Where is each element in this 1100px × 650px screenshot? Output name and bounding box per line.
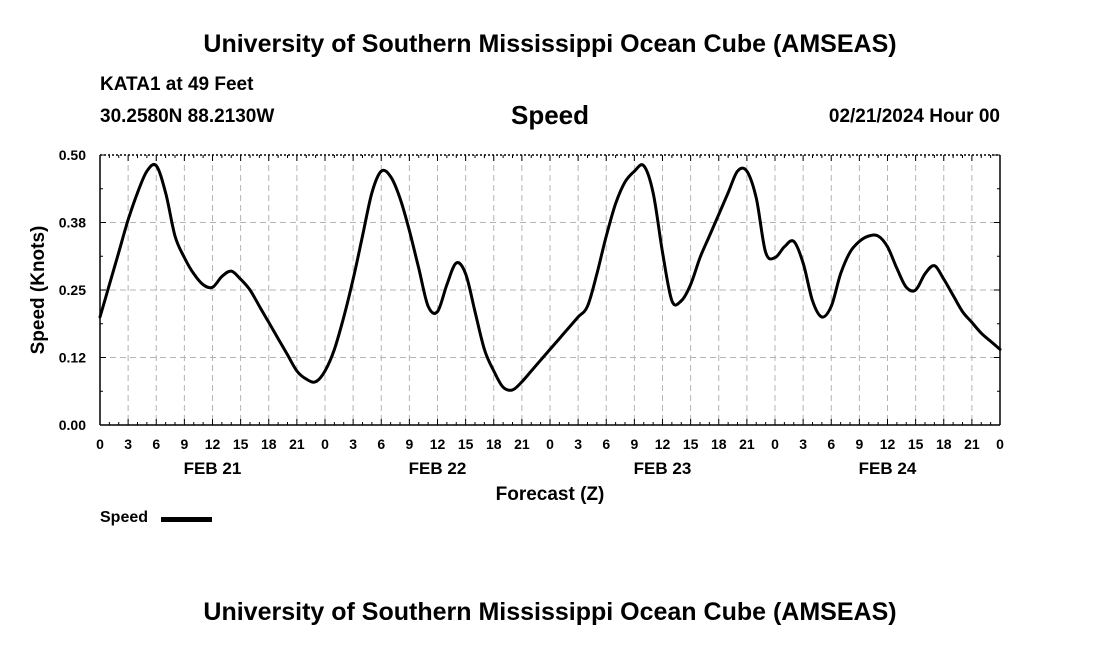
footer-title: University of Southern Mississippi Ocean… bbox=[203, 598, 897, 626]
x-tick-label: 0 bbox=[321, 436, 329, 452]
x-tick-label: 6 bbox=[377, 436, 385, 452]
x-tick-label: 3 bbox=[349, 436, 357, 452]
x-axis-title: Forecast (Z) bbox=[496, 484, 605, 505]
y-tick-label: 0.00 bbox=[59, 417, 86, 433]
x-tick-label: 9 bbox=[405, 436, 413, 452]
x-tick-label: 12 bbox=[430, 436, 446, 452]
x-tick-label: 6 bbox=[827, 436, 835, 452]
chart-main-title: University of Southern Mississippi Ocean… bbox=[203, 30, 897, 58]
x-tick-label: 21 bbox=[739, 436, 755, 452]
series-layer bbox=[98, 163, 1002, 392]
day-label: FEB 23 bbox=[634, 459, 692, 478]
x-tick-label: 12 bbox=[655, 436, 671, 452]
x-tick-label: 3 bbox=[799, 436, 807, 452]
x-tick-label: 15 bbox=[908, 436, 924, 452]
x-tick-label: 0 bbox=[96, 436, 104, 452]
x-tick-label: 18 bbox=[261, 436, 277, 452]
x-tick-label: 9 bbox=[630, 436, 638, 452]
forecast-date: 02/21/2024 Hour 00 bbox=[828, 106, 1000, 127]
plot-title: Speed bbox=[510, 100, 590, 130]
legend-label: Speed bbox=[100, 509, 149, 526]
axes bbox=[99, 154, 1001, 426]
x-tick-label: 0 bbox=[771, 436, 779, 452]
day-label: FEB 24 bbox=[859, 459, 917, 478]
x-tick-label: 6 bbox=[152, 436, 160, 452]
x-tick-label: 21 bbox=[514, 436, 530, 452]
x-tick-label: 15 bbox=[233, 436, 249, 452]
x-tick-label: 21 bbox=[964, 436, 980, 452]
x-tick-label: 9 bbox=[855, 436, 863, 452]
day-label: FEB 22 bbox=[409, 459, 467, 478]
x-tick-label: 0 bbox=[996, 436, 1004, 452]
station-coordinates: 30.2580N 88.2130W bbox=[100, 106, 275, 127]
x-tick-label: 3 bbox=[124, 436, 132, 452]
x-tick-label: 3 bbox=[574, 436, 582, 452]
speed-series-line bbox=[98, 163, 1002, 392]
day-label: FEB 21 bbox=[184, 459, 242, 478]
x-tick-label: 9 bbox=[180, 436, 188, 452]
y-tick-label: 0.38 bbox=[59, 215, 86, 231]
legend-line-swatch bbox=[161, 517, 212, 522]
x-tick-label: 12 bbox=[205, 436, 221, 452]
x-tick-label: 15 bbox=[458, 436, 474, 452]
x-tick-label: 6 bbox=[602, 436, 610, 452]
station-label: KATA1 at 49 Feet bbox=[100, 74, 254, 95]
y-tick-label: 0.25 bbox=[59, 282, 86, 298]
x-tick-label: 0 bbox=[546, 436, 554, 452]
x-tick-label: 12 bbox=[880, 436, 896, 452]
axis-labels: 0 3 6 9 12 15 18 21 0 3 6 9 12 15 18 21 0 3 6 9 12 15 18 21 0 3 6 9… bbox=[28, 147, 1004, 505]
x-tick-label: 15 bbox=[683, 436, 699, 452]
grid-lines bbox=[100, 155, 1000, 425]
y-tick-label: 0.50 bbox=[59, 147, 86, 163]
x-tick-label: 18 bbox=[486, 436, 502, 452]
y-axis-title: Speed (Knots) bbox=[28, 226, 49, 355]
x-tick-label: 21 bbox=[289, 436, 305, 452]
x-tick-label: 18 bbox=[711, 436, 727, 452]
y-tick-label: 0.12 bbox=[59, 350, 86, 366]
x-tick-label: 18 bbox=[936, 436, 952, 452]
